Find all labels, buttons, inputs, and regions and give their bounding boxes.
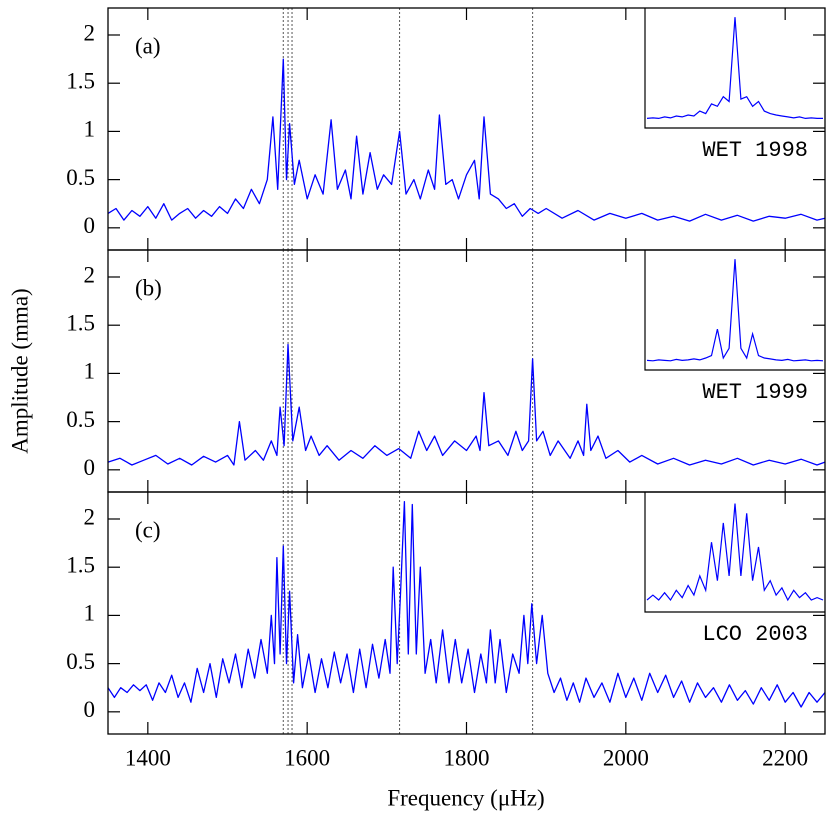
y-tick-label: 0.5 (66, 407, 95, 432)
y-tick-label: 1 (84, 601, 96, 626)
inset-label: WET 1998 (702, 138, 808, 163)
y-tick-label: 0 (84, 455, 96, 480)
inset-line (646, 259, 824, 362)
inset-label: WET 1999 (702, 380, 808, 405)
inset-frame (644, 250, 825, 371)
y-tick-label: 1.5 (66, 310, 95, 335)
y-tick-label: 2 (84, 504, 96, 529)
y-tick-label: 1.5 (66, 552, 95, 577)
spectrum-line (107, 343, 826, 466)
inset-frame (644, 8, 825, 129)
y-axis-label: Amplitude (mma) (7, 288, 32, 453)
y-tick-label: 2 (84, 20, 96, 45)
spectrum-line (107, 58, 826, 222)
x-tick-label: 1400 (125, 745, 171, 770)
x-axis-label: Frequency (μHz) (387, 785, 544, 810)
y-tick-label: 0.5 (66, 165, 95, 190)
panel-label: (b) (135, 275, 162, 300)
y-tick-label: 1 (84, 359, 96, 384)
y-tick-label: 2 (84, 262, 96, 287)
y-tick-label: 1 (84, 117, 96, 142)
y-tick-label: 0.5 (66, 649, 95, 674)
inset-frame (644, 492, 825, 613)
inset-line (646, 17, 823, 120)
panel-label: (a) (135, 33, 161, 58)
y-tick-label: 0 (84, 697, 96, 722)
y-tick-label: 1.5 (66, 68, 95, 93)
inset-label: LCO 2003 (702, 622, 808, 647)
panel-label: (c) (135, 517, 161, 542)
x-tick-label: 2200 (762, 745, 808, 770)
inset-line (646, 503, 824, 602)
y-tick-label: 0 (84, 213, 96, 238)
x-tick-label: 2000 (603, 745, 649, 770)
spectrum-line (107, 500, 826, 708)
x-tick-label: 1600 (284, 745, 330, 770)
x-tick-label: 1800 (444, 745, 490, 770)
